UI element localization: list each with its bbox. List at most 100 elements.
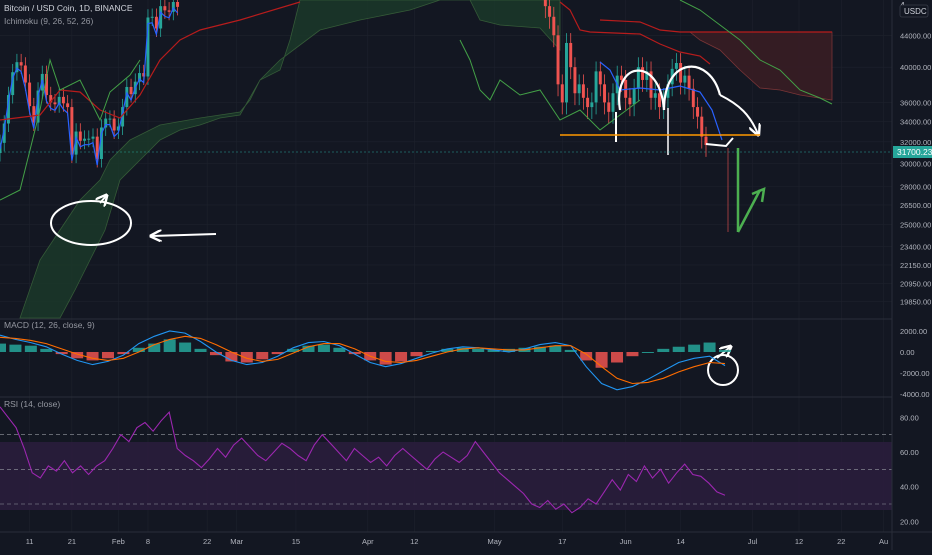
price-tick-label: 28000.00 — [900, 182, 931, 191]
double-top-left-arc[interactable] — [618, 69, 666, 111]
rsi-tick-label: 60.00 — [900, 448, 919, 457]
white-arrow-left-drawing[interactable] — [152, 234, 217, 236]
currency-badge[interactable] — [899, 4, 929, 18]
macd-hist-bar — [225, 352, 238, 362]
macd-hist-bar — [425, 350, 438, 352]
candle-body — [95, 136, 99, 159]
macd-hist-bar — [533, 346, 546, 352]
candle-body — [176, 2, 180, 7]
time-tick-label: 14 — [676, 537, 684, 546]
macd-hist-bar — [40, 348, 53, 352]
time-tick-label: 15 — [292, 537, 300, 546]
candle-body — [23, 65, 27, 83]
candle-body — [696, 107, 700, 117]
macd-hist-bar — [24, 345, 37, 352]
candle-body — [45, 73, 48, 96]
price-tick-label: 23400.00 — [900, 243, 931, 252]
macd-line — [0, 330, 726, 391]
candle-body — [645, 71, 649, 80]
price-tick-label: 19850.00 — [900, 298, 931, 307]
time-axis-ticks: 11 21 Feb 8 22 Mar 15 Apr 12 May 17 Jun 14 Jul 12 22 Au — [26, 537, 888, 546]
candle-body — [586, 97, 590, 108]
price-tick-label: 30000.00 — [900, 159, 931, 168]
double-top-right-arc[interactable] — [662, 65, 722, 111]
candle-body — [28, 82, 32, 107]
candle-body — [594, 71, 598, 103]
green-target-arrow[interactable] — [736, 148, 766, 233]
candle-body — [61, 96, 65, 104]
rsi-levels — [0, 434, 892, 505]
candle-body — [57, 96, 61, 105]
candle-body — [565, 42, 568, 103]
candle-body — [658, 93, 661, 108]
macd-arrow-drawing[interactable] — [716, 347, 730, 359]
price-tick-label: 36000.00 — [900, 98, 931, 107]
candle-body — [700, 116, 704, 137]
candle-body — [66, 103, 70, 108]
candle-body — [99, 127, 103, 159]
macd-hist-bar — [132, 347, 145, 352]
white-ellipse-drawing[interactable] — [50, 200, 132, 246]
candle-body — [560, 84, 564, 103]
candle-body — [674, 63, 678, 69]
price-axis[interactable] — [892, 0, 932, 550]
ichimoku-cloud-bear — [688, 31, 833, 101]
price-tick-label: 40000.00 — [900, 63, 931, 72]
candle-body — [552, 16, 556, 36]
price-tick-label: 25000.00 — [900, 220, 931, 229]
candle-body — [577, 84, 581, 94]
symbol-title: Bitcoin / USD Coin, 1D, BINANCE — [4, 3, 133, 13]
time-tick-label: 12 — [410, 537, 418, 546]
candle-body — [653, 93, 657, 98]
price-axis-ticks: 44000.00 40000.00 36000.00 34000.00 32000.00… — [900, 31, 931, 306]
white-small-arrow-drawing[interactable] — [100, 196, 106, 203]
hand-drawings[interactable] — [50, 65, 758, 386]
macd-hist-bar — [271, 352, 284, 355]
candle-body — [83, 138, 87, 141]
time-tick-label: 11 — [26, 537, 34, 546]
candle-body — [116, 126, 120, 131]
macd-hist-bar — [333, 347, 346, 352]
time-tick-label: Mar — [230, 537, 243, 546]
macd-hist-bar — [287, 348, 300, 352]
time-tick-label: Apr — [362, 537, 374, 546]
candle-body — [607, 102, 611, 112]
macd-hist-bar — [302, 345, 315, 352]
candle-body — [603, 84, 607, 103]
candle-body — [125, 86, 129, 108]
candle-body — [87, 138, 91, 140]
ichimoku-lagging-span — [0, 39, 641, 201]
candle-body — [121, 107, 125, 127]
macd-hist-bar — [379, 352, 392, 365]
candles-may-jun — [543, 0, 708, 157]
candle-body — [628, 97, 632, 105]
price-tick-label: 44000.00 — [900, 31, 931, 40]
candle-body — [2, 123, 6, 143]
macd-hist-bar — [549, 345, 562, 352]
candle-body — [683, 75, 687, 83]
time-tick-label: Jul — [748, 537, 758, 546]
candle-body — [556, 35, 560, 85]
currency-label: USDC — [904, 7, 927, 16]
macd-hist-bar — [611, 352, 624, 363]
ichimoku-base-line — [0, 1, 711, 121]
candle-body — [679, 63, 683, 83]
candle-body — [112, 118, 116, 131]
candle-body — [91, 136, 95, 139]
macd-hist-bar — [256, 352, 269, 360]
double-top-arrow-drawing[interactable] — [719, 94, 758, 134]
candle-body — [159, 6, 163, 29]
ichimoku-base-line-future — [599, 19, 832, 33]
macd-hist-bar — [719, 349, 731, 352]
rsi-tick-label: 80.00 — [900, 413, 919, 422]
macd-hist-bar — [240, 352, 253, 363]
breakdown-hook-drawing[interactable] — [705, 137, 734, 148]
macd-hist-bar — [194, 348, 207, 352]
rsi-line — [0, 406, 726, 514]
time-tick-label: Feb — [112, 537, 125, 546]
ichimoku-cloud-bull — [19, 0, 561, 319]
macd-crossover-circle[interactable] — [707, 354, 739, 386]
macd-hist-bar — [117, 352, 130, 355]
